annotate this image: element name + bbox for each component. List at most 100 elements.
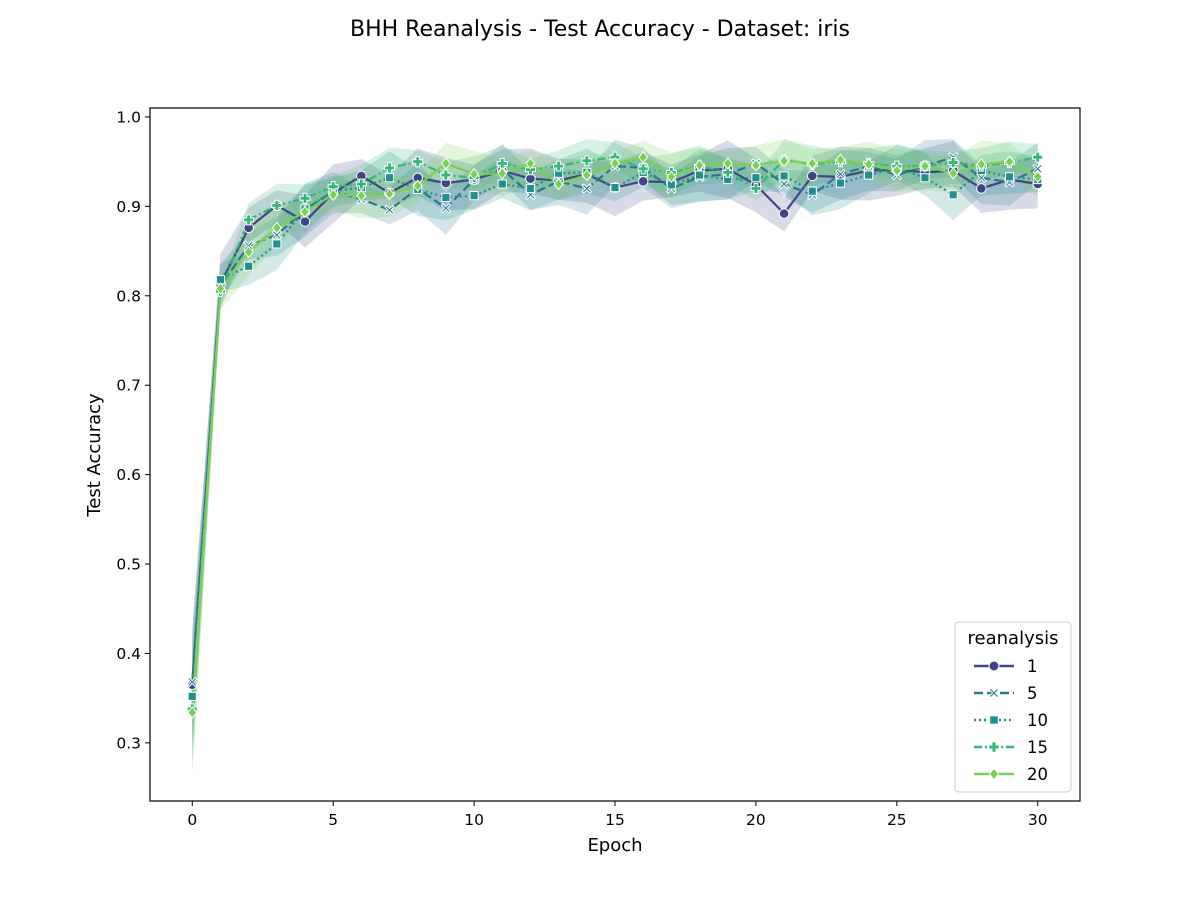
- data-point-10-2: [244, 261, 254, 271]
- x-axis-ticks: 0 5 10 15 20 25 30: [187, 801, 1048, 829]
- legend-marker-20: [988, 767, 1000, 781]
- data-point-1-28: [976, 183, 987, 194]
- y-axis-ticks: 0.3 0.4 0.5 0.6 0.7 0.8 0.9 1.0: [116, 108, 150, 752]
- data-point-15-27: [947, 157, 959, 169]
- data-point-15-11: [496, 157, 508, 169]
- x-tick-label: 0: [187, 811, 197, 829]
- data-point-15-7: [384, 162, 396, 174]
- data-point-15-8: [412, 156, 424, 168]
- data-point-15-6: [355, 178, 367, 190]
- legend-title: reanalysis: [968, 628, 1059, 649]
- data-point-20-3: [271, 221, 282, 235]
- confidence-bands: [192, 139, 1038, 776]
- data-point-10-27: [948, 190, 958, 200]
- y-tick-label: 0.9: [116, 198, 141, 216]
- legend-label-20: 20: [1027, 765, 1048, 784]
- data-point-15-20: [750, 182, 762, 195]
- data-point-10-3: [272, 239, 282, 249]
- confidence-band-1: [192, 140, 1038, 748]
- data-point-10-29: [1004, 172, 1015, 182]
- data-point-20-20: [750, 158, 761, 172]
- data-point-20-15: [610, 157, 620, 170]
- data-point-10-10: [469, 191, 479, 201]
- series-lines: [191, 156, 1039, 713]
- data-point-10-20: [751, 173, 761, 183]
- y-tick-label: 0.7: [116, 377, 141, 395]
- y-tick-label: 0.5: [116, 556, 141, 574]
- x-tick-label: 25: [887, 811, 907, 829]
- data-point-20-25: [891, 164, 902, 177]
- legend-label-1: 1: [1027, 657, 1038, 676]
- data-point-15-3: [271, 199, 283, 212]
- data-point-20-7: [384, 187, 395, 201]
- series-line-20: [191, 156, 1039, 713]
- data-point-1-12: [525, 173, 536, 184]
- series-markers: [186, 150, 1044, 719]
- data-point-5-23: [835, 168, 846, 180]
- y-axis-label: Test Accuracy: [84, 393, 105, 518]
- data-point-10-9: [441, 192, 451, 202]
- y-tick-label: 0.8: [116, 287, 141, 305]
- legend-box: [954, 621, 1072, 793]
- legend-label-10: 10: [1027, 711, 1048, 730]
- legend-marker-5: [988, 687, 1000, 699]
- data-point-20-18: [694, 158, 705, 172]
- data-point-15-4: [299, 192, 311, 204]
- data-point-20-14: [581, 168, 592, 182]
- data-point-20-27: [948, 166, 959, 180]
- data-point-20-13: [553, 177, 564, 191]
- data-point-15-9: [440, 169, 452, 181]
- series-line-5: [191, 156, 1039, 683]
- data-point-20-4: [300, 205, 310, 219]
- series-line-10: [191, 166, 1038, 697]
- x-tick-label: 20: [746, 811, 766, 829]
- data-point-5-30: [1032, 163, 1043, 175]
- data-point-20-2: [243, 245, 254, 259]
- data-point-1-4: [299, 216, 311, 227]
- chart-title: BHH Reanalysis - Test Accuracy - Dataset…: [350, 17, 850, 42]
- data-point-10-0: [187, 691, 197, 701]
- series-line-15: [191, 156, 1038, 709]
- data-point-15-2: [243, 214, 255, 226]
- data-point-20-16: [638, 150, 649, 164]
- data-point-20-5: [328, 188, 339, 202]
- data-point-20-24: [863, 158, 874, 171]
- data-point-5-14: [581, 183, 593, 194]
- legend-label-5: 5: [1027, 684, 1038, 703]
- x-axis-label: Epoch: [587, 835, 642, 856]
- data-point-10-7: [384, 173, 395, 183]
- x-tick-label: 15: [605, 811, 625, 829]
- data-point-5-9: [440, 202, 452, 214]
- y-tick-label: 0.6: [116, 466, 141, 484]
- data-point-20-6: [356, 189, 367, 202]
- series-line-1: [191, 167, 1038, 685]
- data-point-15-13: [553, 160, 565, 172]
- y-tick-label: 1.0: [116, 108, 141, 126]
- data-point-20-28: [976, 158, 987, 171]
- legend-marker-15: [988, 741, 1000, 753]
- data-point-5-28: [976, 172, 987, 184]
- data-point-15-14: [581, 155, 593, 167]
- data-point-1-16: [637, 176, 649, 187]
- data-point-10-11: [497, 179, 507, 189]
- data-point-10-15: [610, 183, 620, 193]
- legend-marker-10: [989, 715, 999, 725]
- data-point-20-11: [497, 166, 508, 180]
- x-tick-label: 30: [1028, 811, 1048, 829]
- data-point-20-8: [412, 179, 423, 193]
- data-point-10-22: [807, 186, 817, 196]
- x-tick-label: 10: [464, 811, 484, 829]
- data-point-20-9: [440, 157, 451, 170]
- data-point-10-23: [835, 178, 846, 188]
- data-point-20-10: [469, 167, 480, 181]
- data-point-20-17: [666, 170, 677, 184]
- data-point-5-7: [384, 204, 395, 216]
- data-point-1-22: [806, 170, 818, 182]
- data-point-10-12: [525, 183, 536, 194]
- data-point-5-0: [187, 676, 198, 688]
- data-point-20-12: [525, 157, 536, 170]
- legend-label-15: 15: [1027, 738, 1048, 757]
- data-point-20-29: [1004, 155, 1015, 168]
